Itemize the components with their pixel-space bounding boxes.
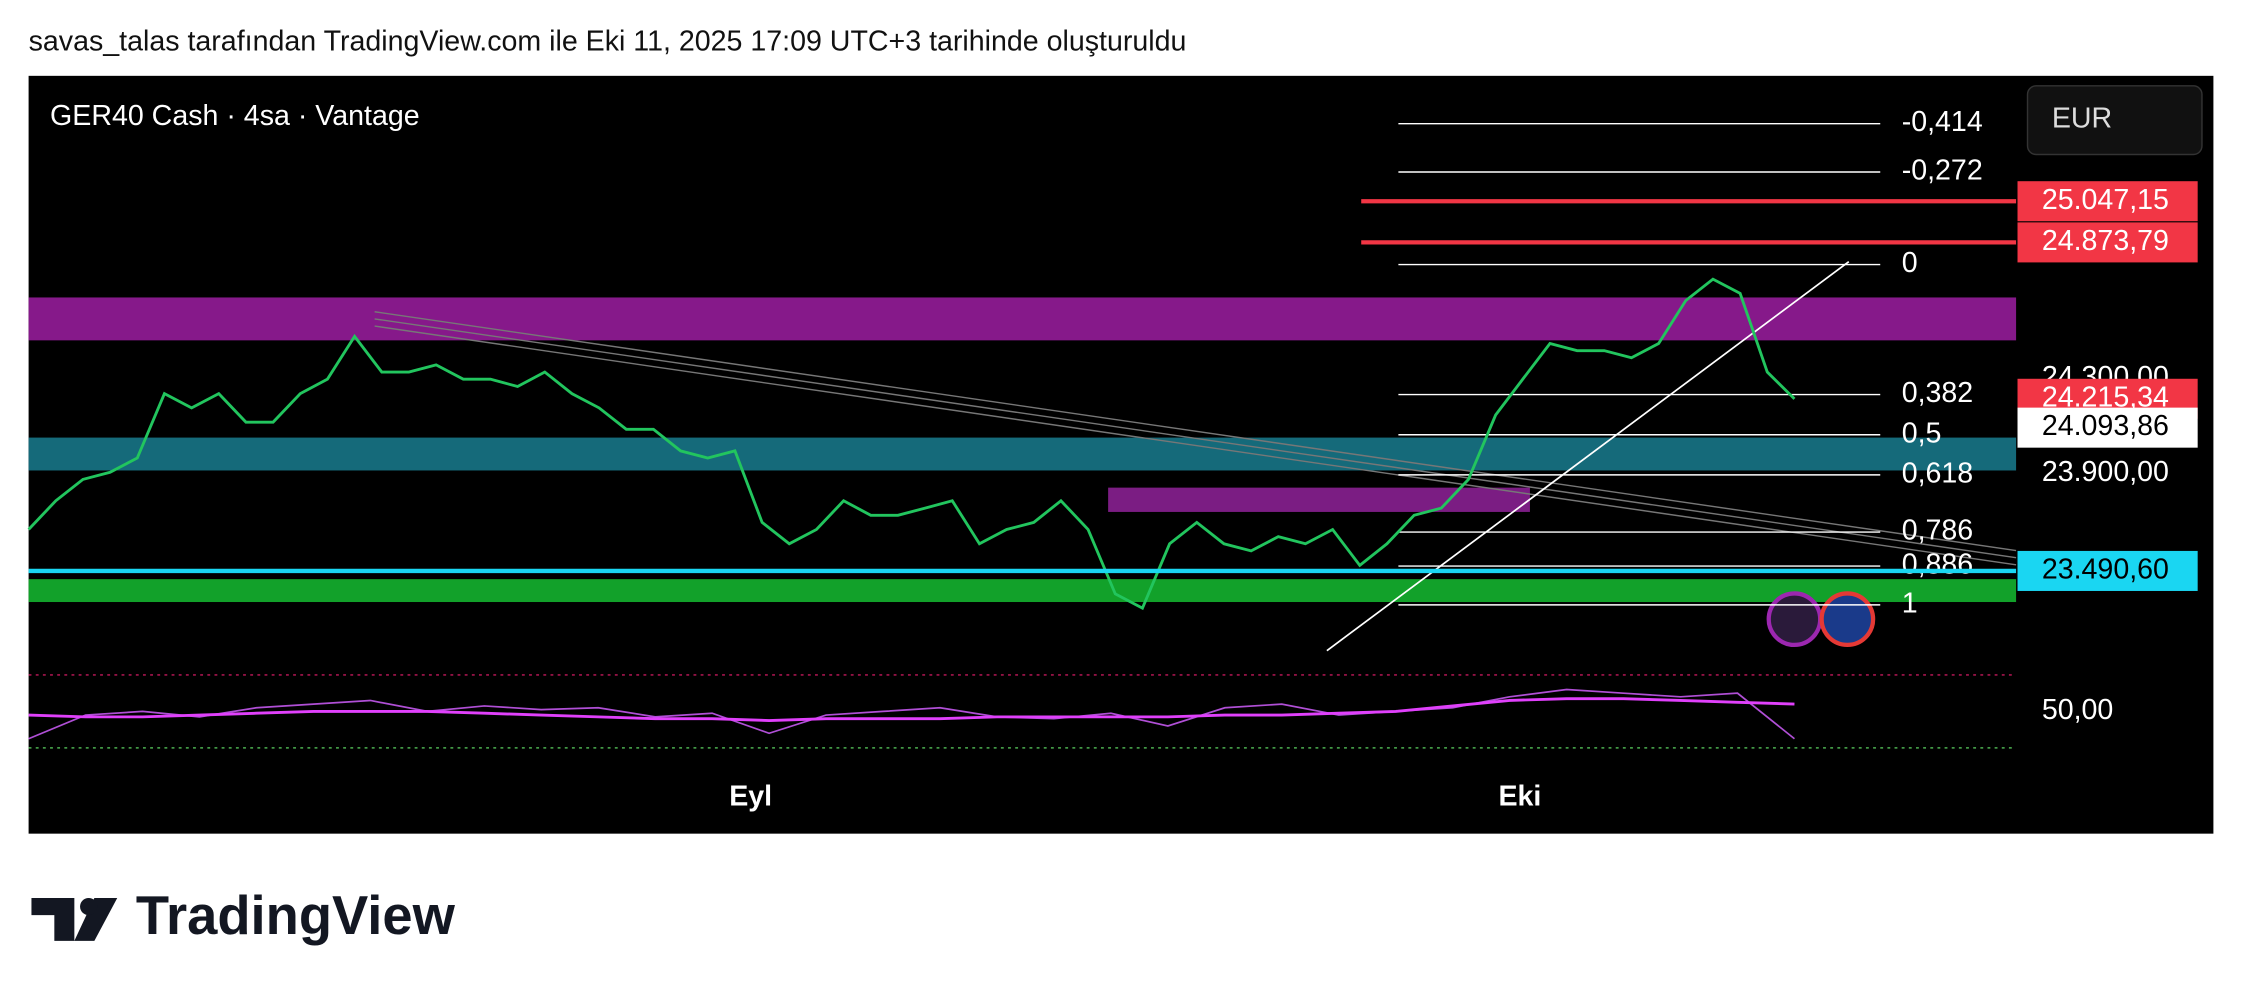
fib-label: 0,618 <box>1902 457 1974 489</box>
icon[interactable] <box>1819 591 1876 648</box>
zone <box>28 579 2017 603</box>
logo-mark <box>80 897 98 916</box>
trend-line <box>1326 261 1850 652</box>
trend-line <box>374 311 2017 552</box>
price-line <box>27 277 1796 611</box>
price-label: 25.047,15 <box>2042 184 2169 216</box>
price-label: 23.490,60 <box>2042 553 2169 585</box>
price-label-box <box>2017 550 2198 591</box>
logo: TradingView <box>31 885 456 946</box>
zone <box>1108 487 1530 512</box>
zone <box>28 437 2017 471</box>
logo-mark <box>31 897 118 941</box>
fib-label: 0,886 <box>1902 549 1974 581</box>
trend-line <box>374 318 2017 559</box>
fib-label: 0,5 <box>1902 417 1942 449</box>
currency-button[interactable] <box>2026 85 2203 156</box>
icons <box>1766 591 1876 648</box>
price-label-box <box>2017 222 2198 263</box>
fib-label: 0 <box>1902 247 1918 279</box>
rsi-line <box>28 688 1795 740</box>
price-label: 24.873,79 <box>2042 225 2169 257</box>
zone <box>28 297 2017 341</box>
fib-label: -0,272 <box>1902 155 1983 187</box>
rsi-tick-label: 50,00 <box>2042 694 2114 726</box>
currency[interactable]: EUR <box>2052 103 2112 135</box>
fib-label: 1 <box>1902 587 1918 619</box>
x-tick-label: Eki <box>1498 780 1541 812</box>
trend-line <box>374 325 2017 566</box>
fib-label: 0,382 <box>1902 377 1974 409</box>
fib-label: 0,786 <box>1902 515 1974 547</box>
price-label-box <box>2017 407 2198 448</box>
y-tick-label: 23.900,00 <box>2042 456 2169 488</box>
price-label-box <box>2017 181 2198 222</box>
rsi-line <box>28 697 1795 722</box>
x-tick-label: Eyl <box>729 780 772 812</box>
caption: savas_talas tarafından TradingView.com i… <box>29 25 1187 57</box>
icon[interactable] <box>1766 591 1823 648</box>
logo-text: TradingView <box>136 885 456 946</box>
chart-title: GER40 Cash · 4sa · Vantage <box>50 100 420 132</box>
fib-label: -0,414 <box>1902 106 1983 138</box>
price-label: 24.093,86 <box>2042 410 2169 442</box>
